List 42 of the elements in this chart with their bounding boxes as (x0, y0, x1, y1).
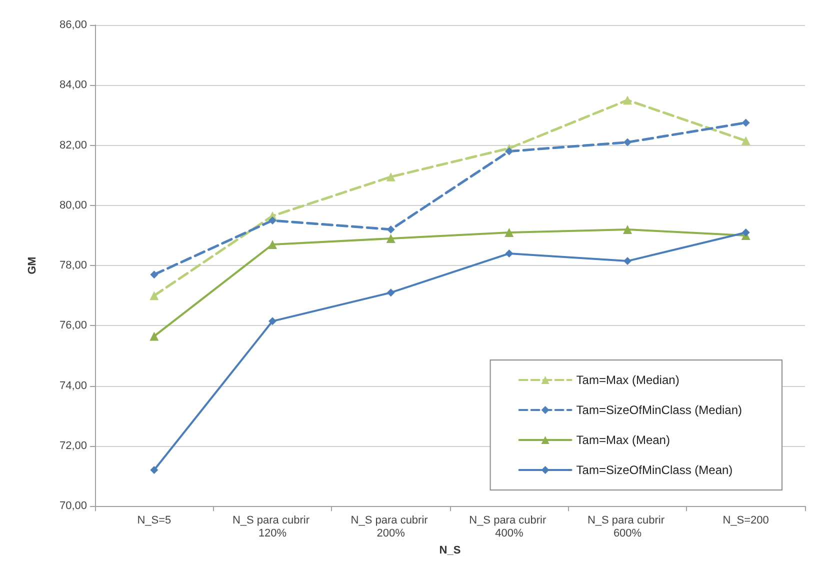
point (150, 466, 158, 474)
point (150, 270, 158, 279)
point (505, 147, 514, 156)
point (624, 138, 632, 146)
x-tick-label: N_S para cubrir 120% (232, 514, 313, 540)
y-tick-label: 72,00 (59, 440, 87, 452)
point (624, 257, 632, 266)
y-tick-label: 82,00 (59, 139, 87, 152)
y-tick-label: 76,00 (59, 320, 87, 332)
y-tick-label: 80,00 (59, 199, 87, 212)
legend-label: Tam=SizeOfMinClass (Median) (576, 403, 742, 417)
x-axis-title: N_S (439, 544, 461, 556)
y-tick-label: 84,00 (59, 79, 87, 92)
point (386, 172, 396, 182)
x-tick-label: N_S para cubrir 400% (469, 514, 550, 540)
x-tick-label: N_S para cubrir 200% (350, 514, 431, 540)
point (386, 225, 395, 234)
point (268, 216, 276, 224)
y-axis-title: GM (26, 256, 38, 274)
point (268, 240, 277, 249)
point (623, 96, 632, 105)
y-tick-label: 74,00 (59, 380, 87, 392)
legend-label: Tam=Max (Mean) (576, 433, 670, 447)
legend-label: Tam=Max (Median) (576, 373, 680, 387)
point (150, 332, 159, 341)
point (623, 224, 632, 234)
point (741, 136, 750, 146)
y-tick-label: 70,00 (59, 500, 87, 512)
legend-label: Tam=SizeOfMinClass (Mean) (576, 463, 733, 477)
point (742, 118, 750, 127)
point (268, 317, 276, 326)
x-tick-label: N_S=200 (722, 514, 769, 527)
y-tick-label: 86,00 (59, 19, 87, 31)
point (742, 228, 750, 236)
point (504, 228, 514, 237)
point (505, 250, 514, 258)
y-tick-label: 78,00 (59, 260, 87, 272)
point (386, 234, 396, 243)
point (150, 291, 159, 300)
x-tick-label: N_S para cubrir 600% (587, 514, 668, 540)
point (386, 288, 395, 297)
x-tick-label: N_S=5 (137, 514, 172, 527)
